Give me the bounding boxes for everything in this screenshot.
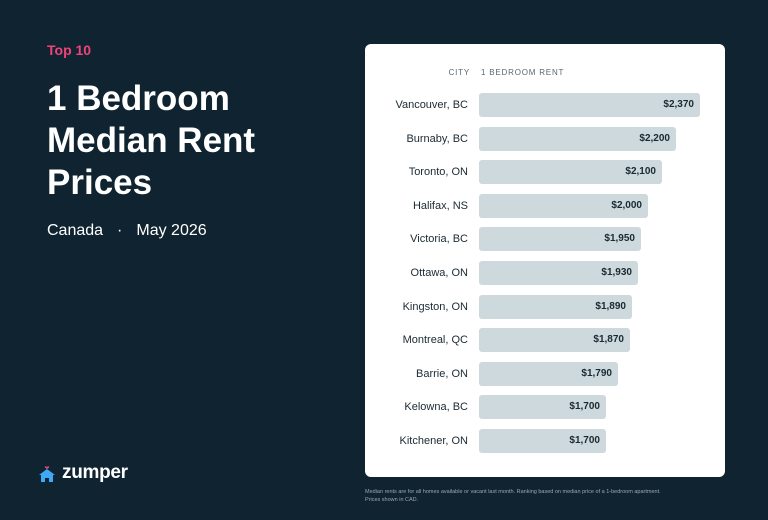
rent-value-label: $2,370 bbox=[663, 99, 694, 110]
rent-bar: $1,700 bbox=[479, 395, 606, 420]
city-label: Ottawa, ON bbox=[410, 267, 468, 279]
footnote: Median rents are for all homes available… bbox=[365, 489, 661, 503]
rent-bar: $1,870 bbox=[479, 328, 630, 353]
separator-dot: · bbox=[117, 222, 123, 239]
region-label: Canada bbox=[47, 222, 104, 239]
bar-row: Halifax, NS $2,000 bbox=[365, 193, 725, 218]
rent-value-label: $1,870 bbox=[593, 334, 624, 346]
city-label: Montreal, QC bbox=[402, 334, 468, 347]
eyebrow-label: Top 10 bbox=[47, 42, 92, 58]
rent-value-label: $2,100 bbox=[625, 166, 656, 178]
city-label: Toronto, ON bbox=[408, 166, 468, 179]
rent-bar: $2,200 bbox=[479, 126, 676, 151]
city-label: Victoria, BC bbox=[410, 233, 468, 246]
rent-bar: $2,370 bbox=[479, 93, 700, 117]
rent-bar: $1,950 bbox=[479, 227, 641, 252]
city-label: Kelowna, BC bbox=[404, 401, 468, 414]
rent-value-label: $2,200 bbox=[639, 132, 670, 144]
rent-bar: $2,100 bbox=[479, 160, 662, 185]
rent-value-label: $1,890 bbox=[595, 300, 626, 312]
city-label: Vancouver, BC bbox=[395, 99, 468, 111]
city-label: Kitchener, ON bbox=[399, 435, 468, 447]
city-label: Kingston, ON bbox=[402, 300, 468, 313]
rent-bar: $2,000 bbox=[479, 193, 648, 218]
header-panel: Top 10 1 Bedroom Median Rent Prices Cana… bbox=[47, 40, 337, 240]
city-label: Burnaby, BC bbox=[406, 132, 468, 145]
page-title: 1 Bedroom Median Rent Prices bbox=[47, 78, 337, 204]
title-line-2: Median Rent bbox=[47, 121, 256, 160]
city-label: Halifax, NS bbox=[412, 199, 468, 212]
date-label: May 2026 bbox=[136, 222, 207, 239]
title-line-1: 1 Bedroom bbox=[47, 79, 230, 118]
rent-value-label: $1,700 bbox=[569, 401, 600, 413]
title-line-3: Prices bbox=[47, 163, 153, 202]
bar-row: Victoria, BC $1,950 bbox=[365, 227, 725, 252]
bar-row: Barrie, ON $1,790 bbox=[365, 361, 725, 386]
brand-name: zumper bbox=[62, 462, 128, 483]
chart-card: CITY 1 BEDROOM RENT Vancouver, BC $2,370 B… bbox=[365, 44, 725, 477]
bar-row: Montreal, QC $1,870 bbox=[365, 328, 725, 353]
bar-row: Burnaby, BC $2,200 bbox=[365, 126, 725, 151]
bar-row: Kingston, ON $1,890 bbox=[365, 294, 725, 319]
rent-bar: $1,930 bbox=[479, 261, 638, 285]
rent-value-label: $1,700 bbox=[569, 435, 600, 446]
subtitle: Canada · May 2026 bbox=[47, 222, 337, 240]
bar-row: Kitchener, ON $1,700 bbox=[365, 429, 725, 453]
column-header-rent: 1 BEDROOM RENT bbox=[481, 68, 565, 77]
bar-row: Toronto, ON $2,100 bbox=[365, 160, 725, 185]
rent-bar: $1,790 bbox=[479, 361, 618, 386]
bar-row: Vancouver, BC $2,370 bbox=[365, 93, 725, 117]
brand-logo: zumper bbox=[38, 462, 128, 484]
rent-bar: $1,890 bbox=[479, 294, 632, 319]
rent-value-label: $1,790 bbox=[581, 367, 612, 379]
city-label: Barrie, ON bbox=[416, 367, 468, 380]
bar-row: Kelowna, BC $1,700 bbox=[365, 395, 725, 420]
house-heart-icon bbox=[39, 466, 55, 482]
rent-value-label: $1,950 bbox=[604, 233, 635, 245]
column-header-city: CITY bbox=[448, 68, 470, 77]
rent-value-label: $2,000 bbox=[611, 199, 642, 211]
bar-row: Ottawa, ON $1,930 bbox=[365, 261, 725, 285]
rent-value-label: $1,930 bbox=[601, 267, 632, 278]
rent-bar: $1,700 bbox=[479, 429, 606, 453]
